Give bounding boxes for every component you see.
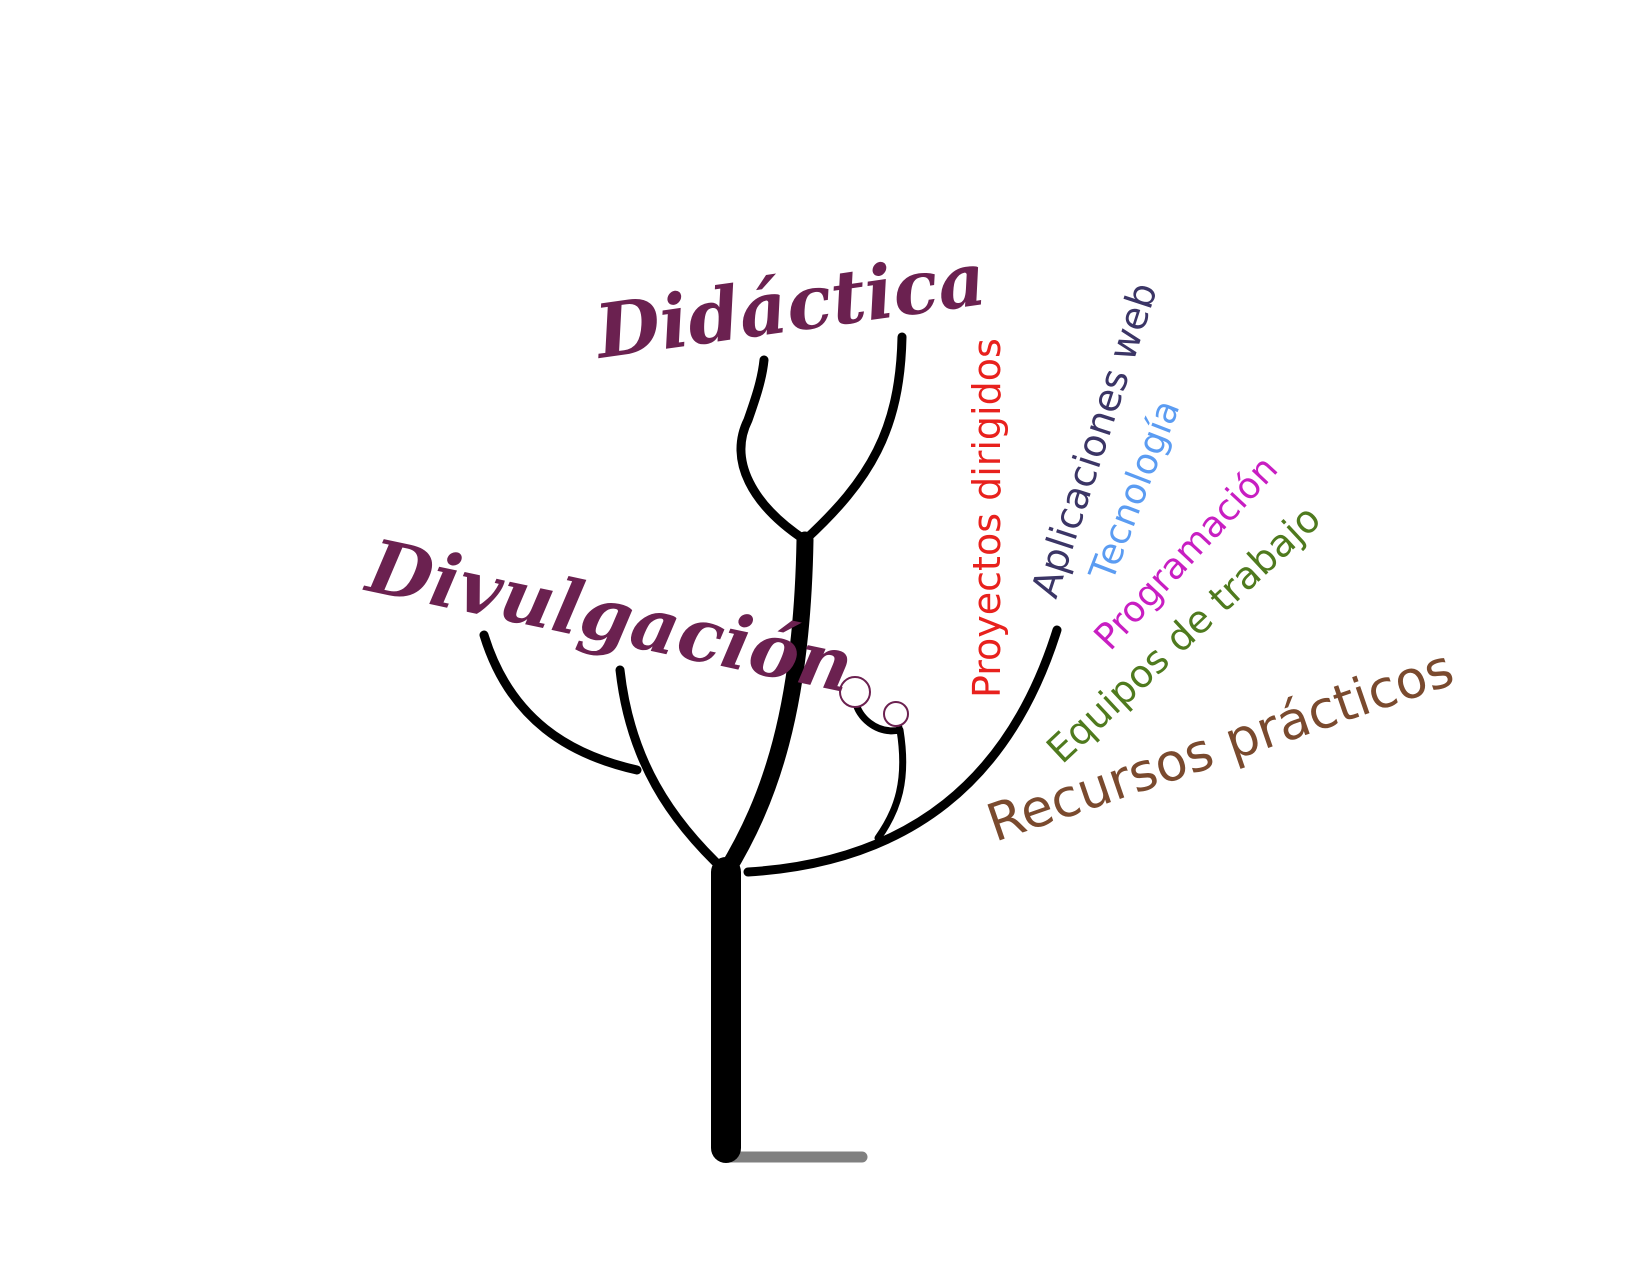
- branch-didactica-left: [736, 355, 810, 545]
- branch-divulgacion: [615, 665, 731, 877]
- label-divulgacion: Divulgación: [358, 523, 860, 710]
- label-proyectos-dirigidos: Proyectos dirigidos: [965, 338, 1009, 698]
- branch-right: [743, 625, 1062, 877]
- branch-didactica-right: [800, 332, 907, 545]
- bud-right: [883, 701, 909, 727]
- branch-divulgacion-twig: [479, 630, 642, 775]
- branch-bud-twig: [852, 699, 907, 842]
- bud-left: [839, 676, 871, 708]
- label-didactica: Didáctica: [589, 236, 991, 376]
- branch-central: [717, 531, 814, 881]
